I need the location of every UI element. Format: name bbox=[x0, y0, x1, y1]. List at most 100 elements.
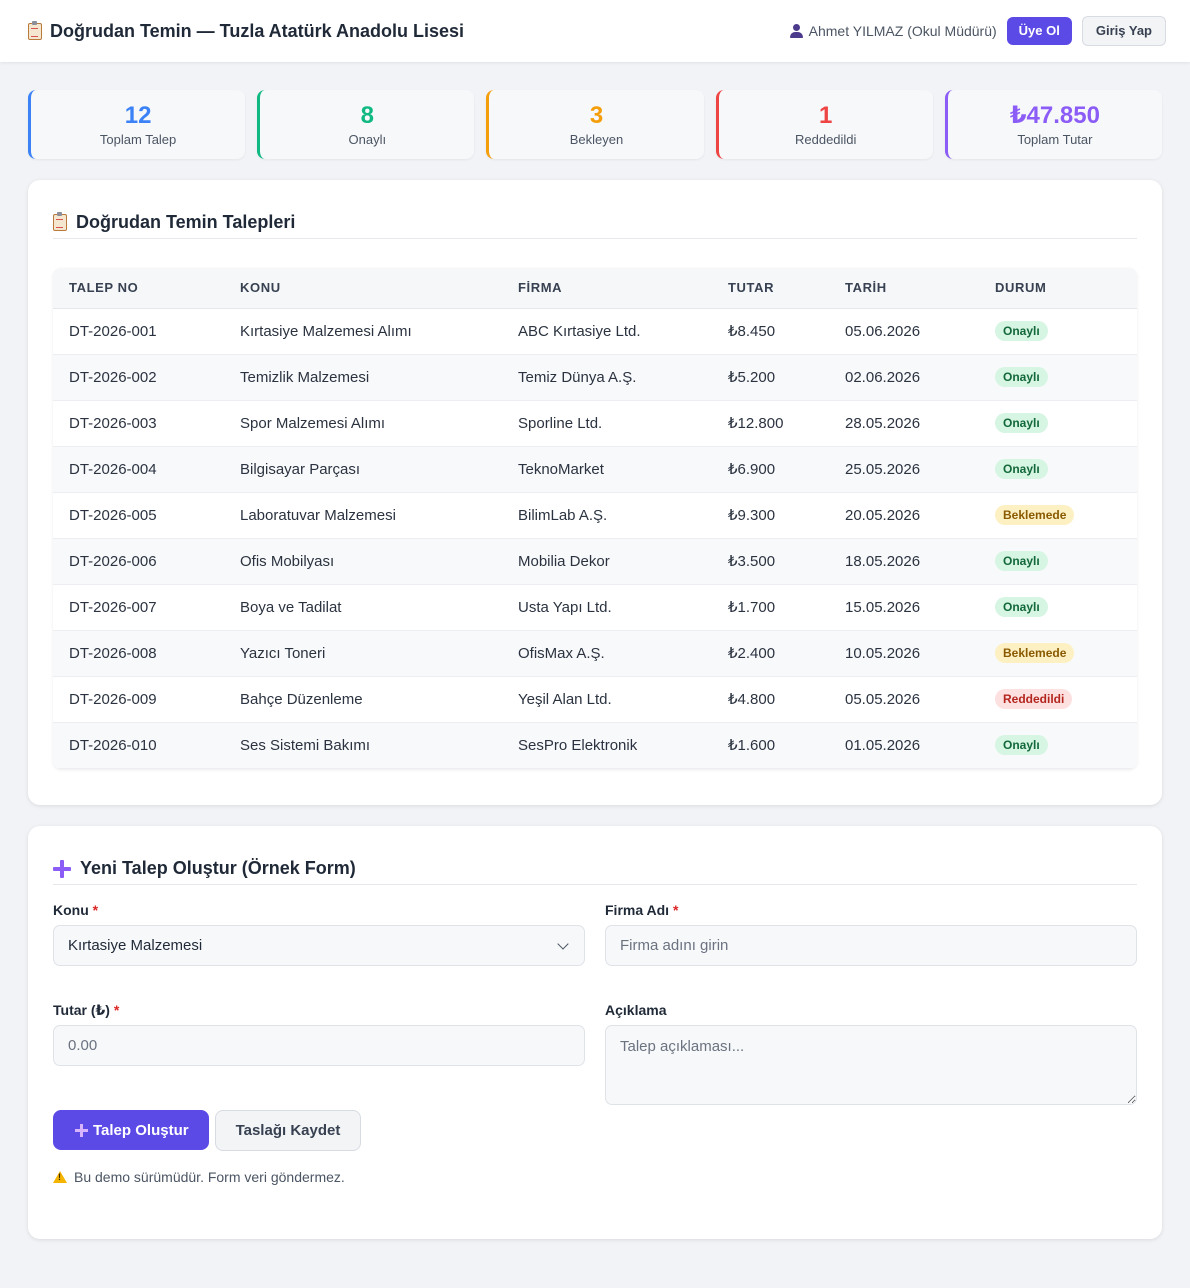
company-label: Firma Adı * bbox=[605, 902, 1137, 925]
subject-select[interactable]: Kırtasiye Malzemesi bbox=[53, 925, 585, 966]
amount-cell: ₺4.800 bbox=[728, 691, 776, 708]
status-cell: Onaylı bbox=[979, 308, 1137, 354]
request-no-cell: DT-2026-006 bbox=[69, 552, 157, 570]
subject-cell: Boya ve Tadilat bbox=[240, 598, 342, 616]
date-cell: 20.05.2026 bbox=[845, 506, 921, 524]
amount-label: Tutar (₺) * bbox=[53, 1002, 585, 1025]
stat-card-total-amount: ₺47.850 Toplam Tutar bbox=[944, 90, 1163, 159]
status-badge: Onaylı bbox=[995, 597, 1048, 617]
status-cell: Onaylı bbox=[979, 722, 1137, 768]
company-cell: Sporline Ltd. bbox=[518, 414, 603, 432]
subject-cell: Spor Malzemesi Alımı bbox=[240, 414, 386, 432]
requests-card: Doğrudan Temin Talepleri TALEP NO KONU F… bbox=[28, 180, 1162, 805]
subject-label-text: Konu bbox=[53, 902, 89, 918]
requests-title: Doğrudan Temin Talepleri bbox=[76, 212, 296, 232]
status-cell: Onaylı bbox=[979, 446, 1137, 492]
subject-cell: Bahçe Düzenleme bbox=[240, 690, 363, 708]
new-request-card: Yeni Talep Oluştur (Örnek Form) Konu * K… bbox=[28, 826, 1162, 1239]
stat-value: ₺47.850 bbox=[1009, 102, 1100, 129]
request-no-cell: DT-2026-002 bbox=[69, 368, 157, 386]
stat-value: 12 bbox=[124, 102, 152, 129]
login-button[interactable]: Giriş Yap bbox=[1081, 16, 1166, 46]
requests-table: TALEP NO KONU FİRMA TUTAR TARİH DURUM DT… bbox=[53, 268, 1137, 769]
date-cell: 28.05.2026 bbox=[845, 414, 921, 432]
request-no-cell: DT-2026-008 bbox=[69, 644, 157, 662]
new-request-heading: Yeni Talep Oluştur (Örnek Form) bbox=[53, 826, 1137, 885]
column-header: TUTAR bbox=[712, 268, 829, 309]
description-label: Açıklama bbox=[605, 1002, 667, 1018]
required-mark: * bbox=[113, 1002, 120, 1018]
company-cell: SesPro Elektronik bbox=[518, 736, 638, 754]
request-no-cell: DT-2026-005 bbox=[69, 506, 157, 524]
company-input[interactable] bbox=[605, 925, 1137, 966]
stat-card-total: 12 Toplam Talep bbox=[28, 90, 246, 159]
status-badge: Beklemede bbox=[995, 643, 1075, 663]
amount-cell: ₺1.600 bbox=[728, 737, 776, 754]
app-title: Doğrudan Temin — Tuzla Atatürk Anadolu L… bbox=[28, 20, 465, 42]
company-cell: Temiz Dünya A.Ş. bbox=[518, 368, 637, 386]
amount-label-text: Tutar (₺) bbox=[53, 1002, 110, 1018]
status-cell: Onaylı bbox=[979, 538, 1137, 584]
stat-label: Toplam Talep bbox=[99, 132, 177, 147]
table-row: DT-2026-008 Yazıcı Toneri OfisMax A.Ş. ₺2.4… bbox=[53, 630, 1137, 676]
subject-select-value: Kırtasiye Malzemesi bbox=[68, 937, 203, 954]
required-mark: * bbox=[672, 902, 679, 918]
current-user: Ahmet YILMAZ (Okul Müdürü) bbox=[789, 23, 997, 39]
date-cell: 10.05.2026 bbox=[845, 644, 921, 662]
company-label-text: Firma Adı bbox=[605, 902, 670, 918]
amount-cell: ₺5.200 bbox=[728, 369, 776, 386]
plus-icon bbox=[75, 1123, 88, 1137]
amount-cell: ₺6.900 bbox=[728, 461, 776, 478]
company-cell: ABC Kırtasiye Ltd. bbox=[518, 322, 641, 340]
status-cell: Reddedildi bbox=[979, 676, 1137, 722]
status-badge: Beklemede bbox=[995, 505, 1075, 525]
request-no-cell: DT-2026-001 bbox=[69, 322, 157, 340]
current-user-name: Ahmet YILMAZ (Okul Müdürü) bbox=[808, 23, 997, 39]
stat-card-approved: 8 Onaylı bbox=[257, 90, 475, 159]
demo-note-text: Bu demo sürümüdür. Form veri göndermez. bbox=[74, 1169, 345, 1185]
stat-label: Reddedildi bbox=[794, 132, 857, 147]
date-cell: 25.05.2026 bbox=[845, 460, 921, 478]
date-cell: 05.06.2026 bbox=[845, 322, 921, 340]
status-badge: Onaylı bbox=[995, 459, 1048, 479]
date-cell: 02.06.2026 bbox=[845, 368, 921, 386]
amount-cell: ₺9.300 bbox=[728, 507, 776, 524]
app-title-text: Doğrudan Temin — Tuzla Atatürk Anadolu L… bbox=[50, 20, 465, 41]
user-icon bbox=[789, 24, 803, 38]
status-badge: Onaylı bbox=[995, 321, 1048, 341]
status-cell: Onaylı bbox=[979, 354, 1137, 400]
column-header: DURUM bbox=[979, 268, 1137, 309]
table-row: DT-2026-003 Spor Malzemesi Alımı Sporline … bbox=[53, 400, 1137, 446]
request-no-cell: DT-2026-003 bbox=[69, 414, 157, 432]
table-row: DT-2026-001 Kırtasiye Malzemesi Alımı ABC … bbox=[53, 308, 1137, 354]
stat-label: Bekleyen bbox=[569, 132, 624, 147]
status-cell: Beklemede bbox=[979, 630, 1137, 676]
description-textarea[interactable] bbox=[605, 1025, 1137, 1105]
amount-input[interactable] bbox=[53, 1025, 585, 1066]
status-badge: Onaylı bbox=[995, 367, 1048, 387]
subject-cell: Yazıcı Toneri bbox=[240, 644, 326, 662]
table-row: DT-2026-006 Ofis Mobilyası Mobilia Dekor ₺3… bbox=[53, 538, 1137, 584]
stat-card-pending: 3 Bekleyen bbox=[486, 90, 704, 159]
stat-label: Toplam Tutar bbox=[1017, 132, 1093, 147]
stat-value: 8 bbox=[360, 102, 374, 129]
amount-cell: ₺1.700 bbox=[728, 599, 776, 616]
clipboard-icon bbox=[28, 20, 42, 40]
stats-row: 12 Toplam Talep 8 Onaylı 3 Bekleyen 1 Re… bbox=[28, 90, 1163, 159]
amount-cell: ₺12.800 bbox=[728, 415, 784, 432]
subject-cell: Ofis Mobilyası bbox=[240, 552, 335, 570]
warning-icon bbox=[53, 1171, 67, 1183]
save-draft-button[interactable]: Taslağı Kaydet bbox=[214, 1110, 362, 1151]
create-request-button[interactable]: Talep Oluştur bbox=[53, 1110, 209, 1150]
table-row: DT-2026-005 Laboratuvar Malzemesi BilimLab… bbox=[53, 492, 1137, 538]
status-badge: Onaylı bbox=[995, 413, 1048, 433]
clipboard-icon bbox=[53, 212, 67, 231]
description-field: Açıklama bbox=[605, 1002, 1137, 1105]
company-cell: OfisMax A.Ş. bbox=[518, 644, 605, 662]
company-cell: TeknoMarket bbox=[518, 460, 604, 478]
signup-button[interactable]: Üye Ol bbox=[1006, 17, 1072, 45]
date-cell: 01.05.2026 bbox=[845, 736, 921, 754]
table-row: DT-2026-010 Ses Sistemi Bakımı SesPro Elek… bbox=[53, 722, 1137, 768]
status-badge: Onaylı bbox=[995, 551, 1048, 571]
date-cell: 18.05.2026 bbox=[845, 552, 921, 570]
